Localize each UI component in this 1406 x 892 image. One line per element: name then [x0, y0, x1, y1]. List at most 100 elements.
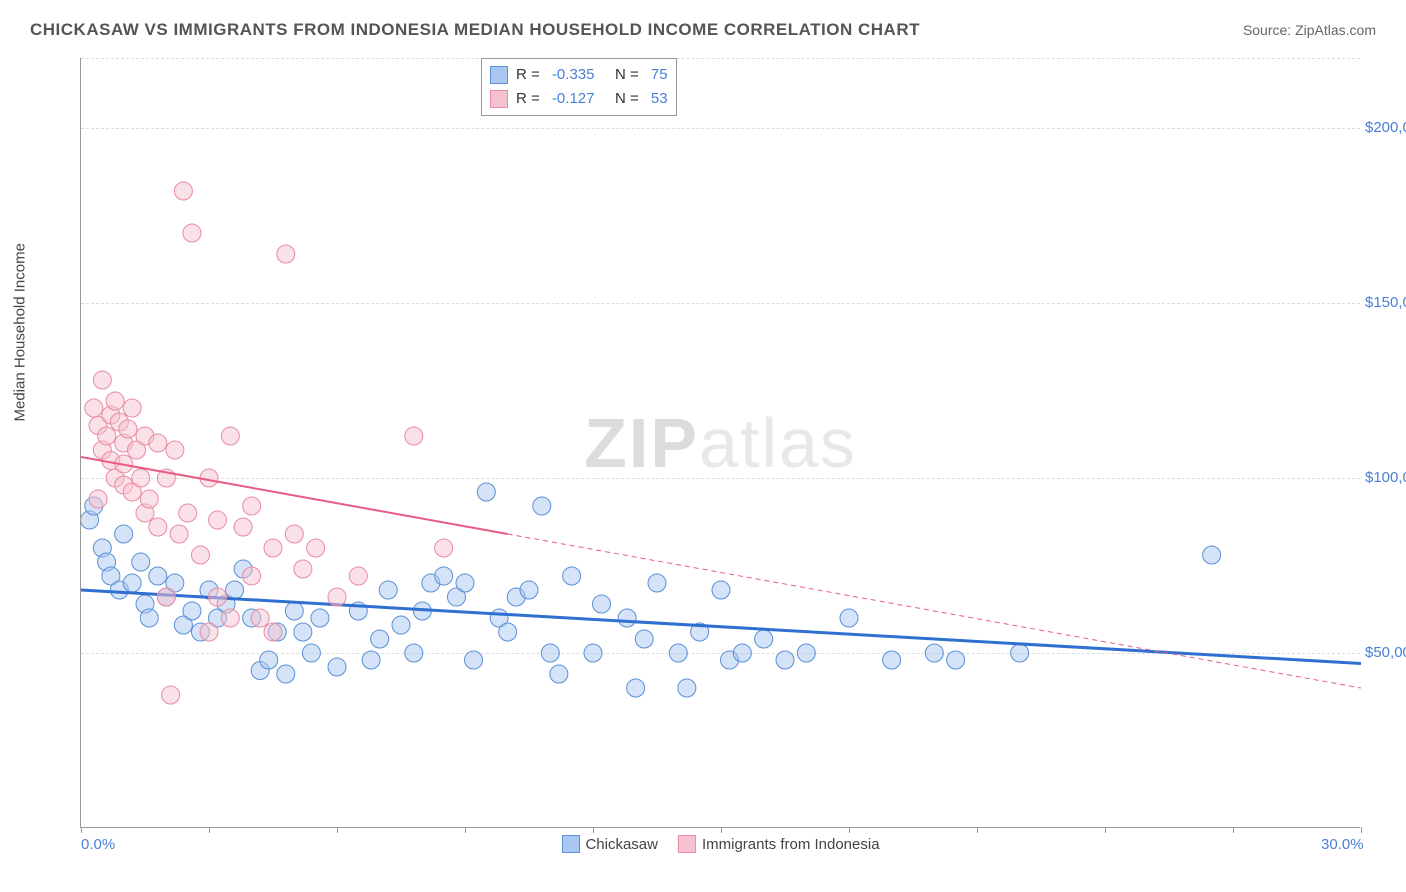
data-point	[328, 658, 346, 676]
chart-container: CHICKASAW VS IMMIGRANTS FROM INDONESIA M…	[0, 0, 1406, 892]
data-point	[183, 224, 201, 242]
data-point	[925, 644, 943, 662]
legend-label: Immigrants from Indonesia	[702, 836, 880, 853]
data-point	[593, 595, 611, 613]
data-point	[98, 427, 116, 445]
data-point	[221, 427, 239, 445]
data-point	[200, 623, 218, 641]
stat-n-value: 53	[651, 87, 668, 111]
data-point	[89, 490, 107, 508]
data-point	[85, 399, 103, 417]
data-point	[294, 623, 312, 641]
data-point	[183, 602, 201, 620]
x-tick-label: 0.0%	[81, 836, 115, 853]
data-point	[465, 651, 483, 669]
stat-key: R =	[516, 87, 544, 111]
data-point	[840, 609, 858, 627]
legend-swatch	[490, 90, 508, 108]
data-point	[93, 371, 111, 389]
data-point	[132, 553, 150, 571]
data-point	[550, 665, 568, 683]
data-point	[678, 679, 696, 697]
data-point	[379, 581, 397, 599]
data-point	[477, 483, 495, 501]
stats-legend: R = -0.335 N = 75R = -0.127 N = 53	[481, 58, 677, 116]
data-point	[149, 434, 167, 452]
data-point	[435, 539, 453, 557]
legend-swatch	[490, 66, 508, 84]
data-point	[285, 525, 303, 543]
y-tick-label: $150,000	[1365, 294, 1406, 311]
data-point	[563, 567, 581, 585]
data-point	[209, 588, 227, 606]
data-point	[499, 623, 517, 641]
legend-swatch	[678, 835, 696, 853]
data-point	[162, 686, 180, 704]
stat-key: R =	[516, 63, 544, 87]
data-point	[883, 651, 901, 669]
data-point	[243, 567, 261, 585]
data-point	[251, 609, 269, 627]
data-point	[123, 399, 141, 417]
data-point	[264, 623, 282, 641]
data-point	[733, 644, 751, 662]
data-point	[627, 679, 645, 697]
data-point	[648, 574, 666, 592]
data-point	[260, 651, 278, 669]
data-point	[234, 518, 252, 536]
data-point	[435, 567, 453, 585]
data-point	[123, 574, 141, 592]
y-axis-label: Median Household Income	[12, 243, 29, 421]
x-tick-mark	[1361, 827, 1362, 833]
data-point	[149, 567, 167, 585]
legend-item: Chickasaw	[561, 835, 658, 853]
chart-title: CHICKASAW VS IMMIGRANTS FROM INDONESIA M…	[30, 20, 920, 40]
data-point	[119, 420, 137, 438]
stats-row: R = -0.127 N = 53	[490, 87, 668, 111]
data-point	[277, 665, 295, 683]
data-point	[106, 392, 124, 410]
data-point	[533, 497, 551, 515]
data-point	[712, 581, 730, 599]
data-point	[456, 574, 474, 592]
y-tick-label: $100,000	[1365, 469, 1406, 486]
data-point	[328, 588, 346, 606]
stats-row: R = -0.335 N = 75	[490, 63, 668, 87]
data-point	[1203, 546, 1221, 564]
data-point	[618, 609, 636, 627]
data-point	[405, 427, 423, 445]
data-point	[797, 644, 815, 662]
legend-item: Immigrants from Indonesia	[678, 835, 880, 853]
chart-wrap: Median Household Income ZIPatlas R = -0.…	[30, 48, 1376, 878]
data-point	[541, 644, 559, 662]
stat-r-value: -0.335	[552, 63, 595, 87]
scatter-svg	[81, 58, 1361, 828]
stat-r-value: -0.127	[552, 87, 595, 111]
data-point	[1011, 644, 1029, 662]
legend-swatch	[561, 835, 579, 853]
legend-label: Chickasaw	[585, 836, 658, 853]
data-point	[209, 511, 227, 529]
data-point	[221, 609, 239, 627]
data-point	[277, 245, 295, 263]
data-point	[149, 518, 167, 536]
data-point	[371, 630, 389, 648]
data-point	[405, 644, 423, 662]
stat-key: N =	[602, 87, 642, 111]
data-point	[584, 644, 602, 662]
data-point	[755, 630, 773, 648]
data-point	[947, 651, 965, 669]
data-point	[362, 651, 380, 669]
y-tick-label: $200,000	[1365, 119, 1406, 136]
data-point	[776, 651, 794, 669]
data-point	[302, 644, 320, 662]
bottom-legend: Chickasaw Immigrants from Indonesia	[561, 835, 879, 853]
data-point	[294, 560, 312, 578]
stat-n-value: 75	[651, 63, 668, 87]
plot-area: ZIPatlas R = -0.335 N = 75R = -0.127 N =…	[80, 58, 1360, 828]
data-point	[115, 525, 133, 543]
data-point	[520, 581, 538, 599]
stat-key: N =	[602, 63, 642, 87]
data-point	[243, 497, 261, 515]
data-point	[285, 602, 303, 620]
